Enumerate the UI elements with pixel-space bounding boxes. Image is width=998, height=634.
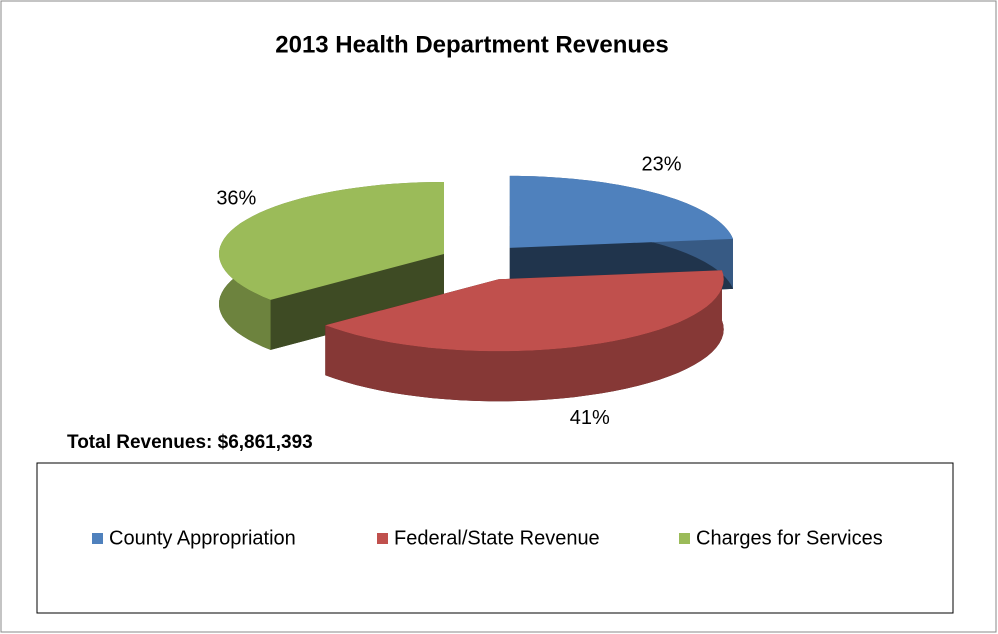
pie: 23% 41% 36% <box>216 153 734 429</box>
slice-top <box>325 270 724 352</box>
legend-box <box>36 462 954 614</box>
data-label: 23% <box>642 153 682 175</box>
legend-swatch <box>679 533 690 544</box>
pie-slice <box>219 182 444 350</box>
legend-label: Charges for Services <box>696 527 883 549</box>
legend: County Appropriation Federal/State Revenu… <box>92 527 883 549</box>
legend-label: County Appropriation <box>109 527 296 549</box>
legend-item: Charges for Services <box>679 527 883 549</box>
data-label: 41% <box>570 407 610 429</box>
annotation: Total Revenues: $6,861,393 <box>67 432 313 453</box>
legend-label: Federal/State Revenue <box>394 527 600 549</box>
slice-outer-wall <box>325 270 724 402</box>
slice-top <box>219 182 444 300</box>
slice-top <box>509 175 733 248</box>
chart-title: 2013 Health Department Revenues <box>275 31 669 58</box>
pie-slice <box>325 270 724 402</box>
data-label: 36% <box>216 187 256 209</box>
legend-swatch <box>92 533 103 544</box>
legend-item: County Appropriation <box>92 527 296 549</box>
legend-item: Federal/State Revenue <box>377 527 600 549</box>
slice-cut-wall <box>270 253 444 350</box>
legend-swatch <box>377 533 388 544</box>
